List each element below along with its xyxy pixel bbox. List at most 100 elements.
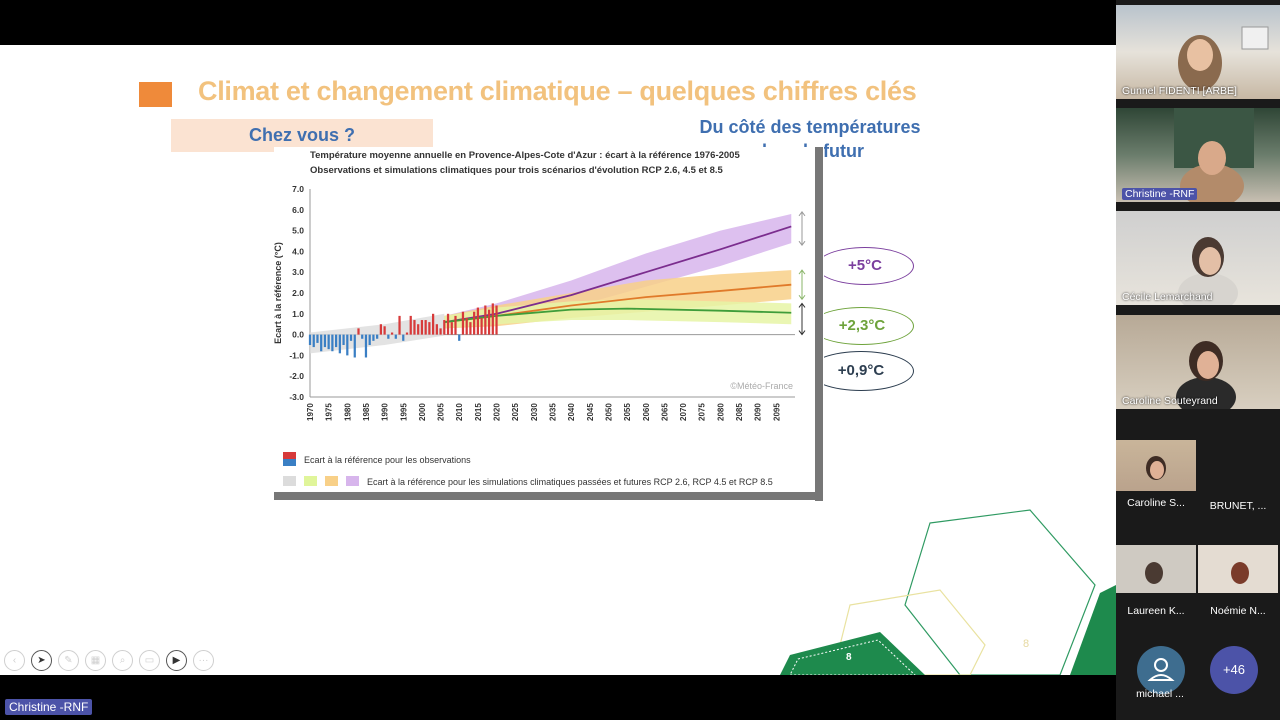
subtitle-line-1: Du côté des températures	[699, 117, 921, 137]
temperature-chart: Température moyenne annuelle en Provence…	[274, 147, 824, 501]
participants-panel: Gunnel FIDENTI [ARBE] Christine -RNF Céc…	[1116, 0, 1280, 720]
participant-name: Noémie N...	[1210, 605, 1266, 617]
observation-bar	[327, 334, 330, 350]
observation-bar	[316, 334, 319, 343]
y-tick-label: -3.0	[289, 392, 304, 402]
y-tick-label: -1.0	[289, 350, 304, 360]
observation-bar	[376, 334, 379, 339]
observation-bar	[312, 334, 315, 348]
observation-bar	[443, 320, 446, 335]
observation-bar	[357, 328, 360, 335]
more-participants-button[interactable]: +46	[1210, 646, 1258, 694]
observation-bar	[394, 334, 397, 339]
chart-title: Température moyenne annuelle en Provence…	[310, 150, 740, 161]
subtitles-icon[interactable]: ▭	[139, 650, 160, 671]
presentation-toolbar: ‹ ➤ ✎ ▦ ⌕ ▭ ▶ ···	[0, 650, 214, 671]
y-tick-label: 4.0	[292, 246, 304, 256]
active-speaker-label: Christine -RNF	[5, 699, 93, 715]
y-tick-label: 6.0	[292, 205, 304, 215]
participant-name: michael ...	[1136, 688, 1184, 700]
range-arrow-head	[798, 302, 806, 308]
observation-bar	[424, 320, 427, 335]
observation-bar	[353, 334, 356, 358]
slide-title: Climat et changement climatique – quelqu…	[198, 76, 917, 106]
participant-tile-small[interactable]: Caroline S...	[1116, 440, 1196, 515]
observation-bar	[346, 334, 349, 356]
observation-bar	[334, 334, 338, 348]
observation-bar	[361, 334, 364, 339]
participant-tile-small[interactable]: Laureen K...	[1116, 545, 1196, 620]
chart-background	[274, 147, 824, 501]
participant-tile[interactable]: Christine -RNF	[1116, 108, 1280, 202]
participant-name: Gunnel FIDENTI [ARBE]	[1122, 85, 1237, 97]
observation-bar	[390, 332, 394, 335]
pen-icon[interactable]: ✎	[58, 650, 79, 671]
x-tick-label: 2035	[549, 403, 558, 421]
x-tick-label: 1985	[362, 403, 371, 421]
y-tick-label: 1.0	[292, 309, 304, 319]
observation-bar	[342, 334, 345, 345]
participant-video	[1176, 341, 1236, 409]
observation-bar	[364, 334, 368, 358]
page-number: 8	[846, 652, 852, 663]
x-tick-label: 2055	[623, 403, 632, 421]
observation-bar	[368, 334, 371, 345]
participant-avatar[interactable]	[1137, 646, 1185, 694]
rcp45-annotation: +2,3°C	[810, 307, 914, 345]
observation-bar	[387, 334, 390, 339]
x-tick-label: 2075	[698, 403, 707, 421]
x-tick-label: 2085	[735, 403, 744, 421]
x-tick-label: 1970	[306, 403, 315, 421]
x-tick-label: 2045	[586, 403, 595, 421]
range-arrow-head	[798, 294, 806, 301]
x-tick-label: 1990	[381, 403, 390, 421]
pointer-icon[interactable]: ➤	[31, 650, 52, 671]
x-tick-label: 2070	[679, 403, 688, 421]
x-tick-label: 2040	[567, 403, 576, 421]
participant-tile[interactable]: Gunnel FIDENTI [ARBE]	[1116, 5, 1280, 99]
participant-tile-small[interactable]: Noémie N...	[1198, 545, 1278, 620]
x-tick-label: 2000	[418, 403, 427, 421]
observation-bar	[487, 309, 491, 335]
chez-vous-box: Chez vous ?	[171, 119, 433, 152]
more-icon[interactable]: ···	[193, 650, 214, 671]
participant-tile[interactable]: Cécile Lemarchand	[1116, 211, 1280, 305]
chart-frame-bottom	[274, 492, 823, 500]
back-icon[interactable]: ‹	[4, 650, 25, 671]
participant-video	[1178, 26, 1269, 91]
observation-bar	[308, 334, 312, 345]
range-arrow-head	[798, 269, 806, 275]
participant-tile[interactable]: Caroline Souteyrand	[1116, 315, 1280, 409]
observation-bar	[458, 334, 461, 341]
rcp85-annotation: +5°C	[816, 247, 914, 285]
participant-tile-small[interactable]: BRUNET, ...	[1198, 440, 1278, 515]
legend-swatch-cold	[283, 459, 296, 466]
zoom-icon[interactable]: ⌕	[112, 650, 133, 671]
observation-bar	[469, 322, 472, 335]
title-accent-square	[139, 82, 172, 107]
legend-swatch-sim	[346, 476, 359, 486]
x-tick-label: 2060	[642, 403, 651, 421]
participant-name: Christine -RNF	[1122, 188, 1198, 200]
watermark: ©Météo-France	[730, 381, 793, 391]
scenario-line	[444, 225, 792, 324]
x-tick-label: 2050	[604, 403, 613, 421]
decorative-hexagons	[780, 509, 1116, 675]
observation-bar	[338, 334, 341, 354]
observation-bar	[439, 328, 442, 335]
video-icon[interactable]: ▶	[166, 650, 187, 671]
user-icon	[1147, 658, 1175, 681]
grid-icon[interactable]: ▦	[85, 650, 106, 671]
x-tick-label: 2065	[660, 403, 669, 421]
observation-bar	[428, 322, 431, 335]
participant-video	[1174, 108, 1254, 202]
observation-bar	[450, 322, 453, 335]
legend-swatch-sim	[325, 476, 338, 486]
scenario-band	[444, 299, 792, 329]
observation-bar	[398, 315, 401, 335]
x-tick-label: 2080	[716, 403, 725, 421]
observation-bar	[465, 317, 468, 335]
page-number-faded: 8	[1023, 638, 1030, 650]
observation-bar	[417, 324, 420, 335]
participant-video	[1116, 545, 1196, 593]
